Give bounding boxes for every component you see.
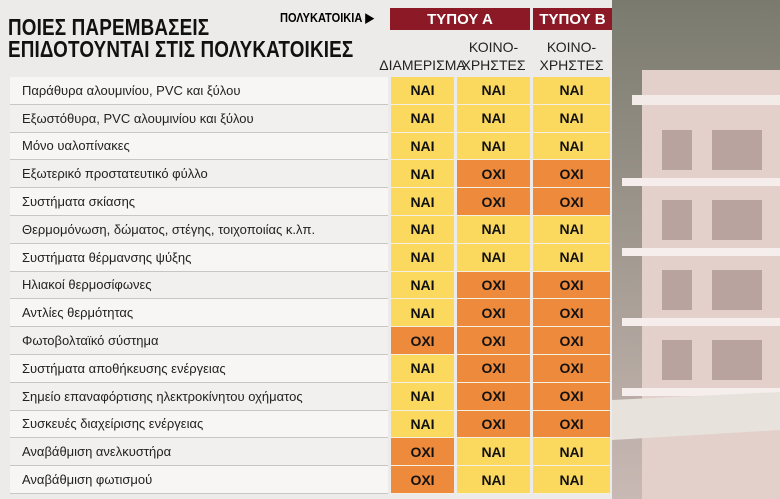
cell: ΟΧΙ (533, 410, 610, 439)
cell: ΝΑΙ (533, 77, 610, 105)
cell: ΝΑΙ (457, 216, 530, 244)
cell: ΝΑΙ (391, 243, 454, 272)
row-label: Φωτοβολταϊκό σύστημα (10, 327, 388, 355)
cell: ΝΑΙ (391, 216, 454, 244)
cell: ΟΧΙ (533, 327, 610, 355)
column-header-line: ΔΙΑΜΕΡΙΣΜΑ (379, 57, 466, 73)
column-header: ΚΟΙΝΟ- ΧΡΗΣΤΕΣ (457, 34, 530, 76)
cell: ΝΑΙ (391, 160, 454, 189)
row-label: Εξωτερικό προστατευτικό φύλλο (10, 160, 388, 189)
cell: ΝΑΙ (533, 132, 610, 161)
cell: ΝΑΙ (391, 104, 454, 133)
cell: ΟΧΙ (457, 355, 530, 383)
row-label: Σημείο επαναφόρτισης ηλεκτροκίνητου οχήμ… (10, 382, 388, 411)
row-label: Συστήματα σκίασης (10, 188, 388, 216)
cell: ΝΑΙ (533, 104, 610, 133)
row-label: Συσκευές διαχείρισης ενέργειας (10, 410, 388, 439)
row-label: Ηλιακοί θερμοσίφωνες (10, 271, 388, 300)
cell: ΝΑΙ (391, 410, 454, 439)
cell: ΟΧΙ (457, 160, 530, 189)
cell: ΝΑΙ (391, 77, 454, 105)
cell: ΝΑΙ (533, 466, 610, 494)
cell: ΝΑΙ (457, 466, 530, 494)
column-header: ΔΙΑΜΕΡΙΣΜΑ (379, 34, 465, 76)
cell: ΝΑΙ (391, 132, 454, 161)
cell: ΝΑΙ (457, 132, 530, 161)
cell: ΟΧΙ (533, 355, 610, 383)
cell: ΟΧΙ (533, 271, 610, 300)
cell: ΟΧΙ (457, 410, 530, 439)
cell: ΟΧΙ (457, 299, 530, 328)
cell: ΝΑΙ (391, 382, 454, 411)
row-label: Συστήματα θέρμανσης ψύξης (10, 243, 388, 272)
row-label: Μόνο υαλοπίνακες (10, 132, 388, 161)
title-line: ΠΟΙΕΣ ΠΑΡΕΜΒΑΣΕΙΣ (8, 14, 210, 40)
row-label: Παράθυρα αλουμινίου, PVC και ξύλου (10, 77, 388, 105)
cell: ΝΑΙ (457, 104, 530, 133)
cell: ΟΧΙ (457, 382, 530, 411)
row-label: Θερμομόνωση, δώματος, στέγης, τοιχοποιία… (10, 216, 388, 244)
cell: ΝΑΙ (533, 243, 610, 272)
cell: ΝΑΙ (457, 438, 530, 467)
column-header-line: ΚΟΙΝΟ- (546, 39, 597, 55)
cell: ΝΑΙ (391, 355, 454, 383)
group-header: ΤΥΠΟΥ Α (390, 8, 530, 30)
cell: ΟΧΙ (391, 327, 454, 355)
cell: ΟΧΙ (457, 188, 530, 216)
cell: ΟΧΙ (533, 382, 610, 411)
cell: ΟΧΙ (457, 271, 530, 300)
row-label: Αντλίες θερμότητας (10, 299, 388, 328)
title-line: ΕΠΙΔΟΤΟΥΝΤΑΙ ΣΤΙΣ ΠΟΛΥΚΑΤΟΙΚΙΕΣ (8, 36, 354, 62)
cell: ΝΑΙ (457, 77, 530, 105)
cell: ΟΧΙ (391, 438, 454, 467)
column-header-line: ΧΡΗΣΤΕΣ (539, 57, 604, 73)
column-header: ΚΟΙΝΟ- ΧΡΗΣΤΕΣ (533, 34, 610, 76)
column-header-line: ΚΟΙΝΟ- (468, 39, 519, 55)
column-header-line: ΧΡΗΣΤΕΣ (461, 57, 526, 73)
group-label: ΠΟΛΥΚΑΤΟΙΚΙΑ ▶ (280, 10, 374, 25)
cell: ΝΑΙ (533, 438, 610, 467)
row-label: Εξωστόθυρα, PVC αλουμινίου και ξύλου (10, 104, 388, 133)
cell: ΝΑΙ (391, 188, 454, 216)
cell: ΝΑΙ (533, 216, 610, 244)
cell: ΟΧΙ (533, 299, 610, 328)
cell: ΟΧΙ (391, 466, 454, 494)
cell: ΟΧΙ (457, 327, 530, 355)
row-label: Συστήματα αποθήκευσης ενέργειας (10, 355, 388, 383)
row-label: Αναβάθμιση ανελκυστήρα (10, 438, 388, 467)
row-label: Αναβάθμιση φωτισμού (10, 466, 388, 494)
cell: ΝΑΙ (391, 271, 454, 300)
cell: ΟΧΙ (533, 188, 610, 216)
building-photo (612, 0, 780, 499)
cell: ΝΑΙ (391, 299, 454, 328)
cell: ΝΑΙ (457, 243, 530, 272)
cell: ΟΧΙ (533, 160, 610, 189)
group-header: ΤΥΠΟΥ Β (533, 8, 612, 30)
